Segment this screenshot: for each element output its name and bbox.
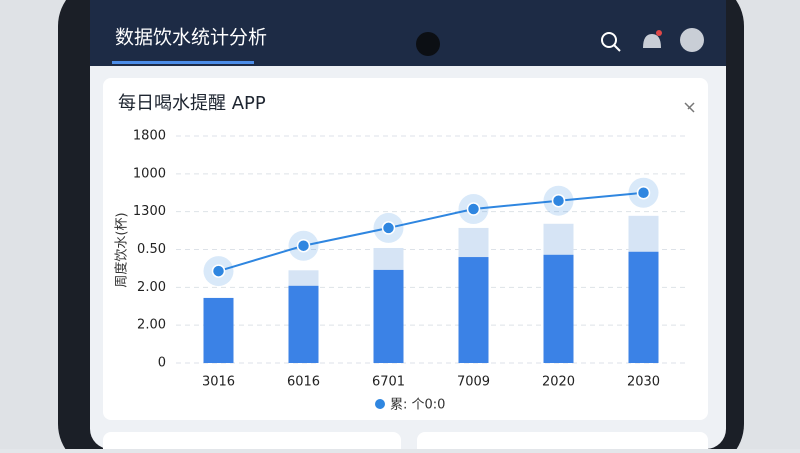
avatar[interactable]	[680, 28, 704, 52]
y-tick-label: 1300	[133, 204, 166, 219]
y-tick-label: 1000	[133, 166, 166, 181]
point	[551, 193, 566, 208]
bar	[458, 257, 489, 363]
x-tick-label: 6016	[287, 375, 320, 390]
y-axis-label: 周度饮水(杯)	[114, 212, 130, 287]
point	[381, 221, 396, 235]
x-tick-label: 7009	[457, 375, 490, 390]
y-tick-label: 0	[158, 356, 166, 371]
x-tick-label: 6701	[372, 375, 405, 390]
point	[636, 186, 651, 200]
x-tick-label: 2020	[542, 375, 575, 390]
bar	[628, 251, 659, 363]
bar	[203, 297, 234, 363]
point	[296, 238, 311, 253]
camera	[416, 32, 440, 56]
line	[218, 191, 644, 273]
bar	[373, 269, 404, 363]
header-title: 数据饮水统计分析	[115, 27, 267, 49]
search-icon[interactable]	[601, 32, 621, 52]
y-tick-label: 2.00	[137, 280, 166, 295]
x-tick-label: 2030	[627, 375, 660, 390]
bottom-card	[103, 432, 401, 453]
chart-title: 每日喝水提醒 APP	[118, 93, 266, 114]
tab-indicator	[112, 61, 254, 64]
bottom-card	[417, 432, 708, 453]
x-tick-label: 3016	[202, 375, 235, 390]
y-tick-label: 0.50	[137, 242, 166, 257]
y-tick-label: 1800	[133, 129, 166, 144]
bar	[288, 285, 319, 363]
notification-icon[interactable]	[643, 30, 662, 48]
close-icon[interactable]	[684, 102, 695, 113]
bar	[543, 254, 574, 363]
app-header	[90, 0, 726, 66]
legend-label: 累: 个0:0	[390, 398, 445, 413]
y-tick-label: 2.00	[137, 318, 166, 333]
point	[211, 264, 226, 278]
point	[466, 202, 481, 216]
legend-swatch	[375, 399, 385, 409]
